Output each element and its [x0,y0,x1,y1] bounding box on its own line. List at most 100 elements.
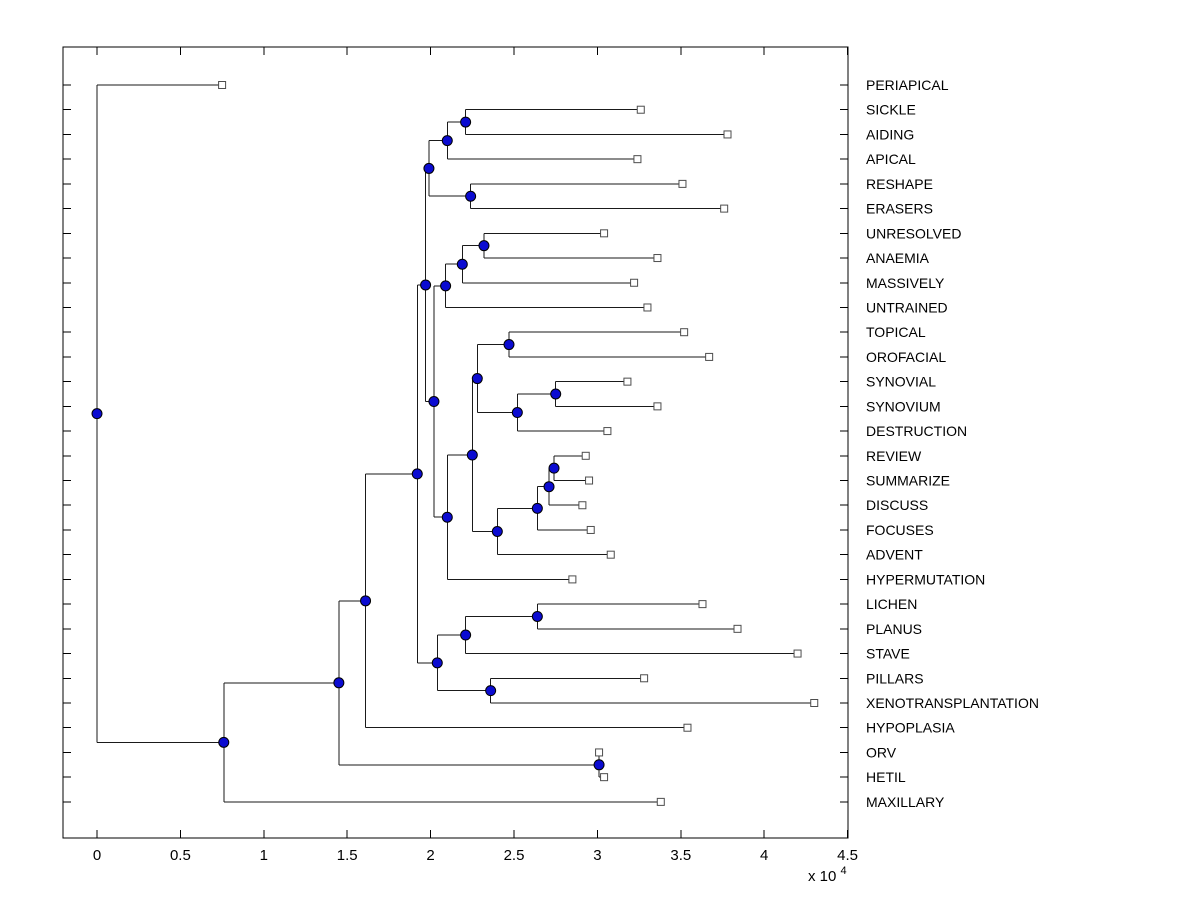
leaf-label: OROFACIAL [866,349,946,365]
leaf-node-marker[interactable] [683,723,692,732]
internal-node-marker[interactable] [456,258,468,270]
leaf-node-marker[interactable] [585,476,594,485]
internal-node-marker[interactable] [420,279,432,291]
leaf-label: SYNOVIUM [866,398,941,414]
internal-node-marker[interactable] [471,373,483,385]
leaf-node-marker[interactable] [581,451,590,460]
leaf-label: STAVE [866,646,910,662]
leaf-label: SICKLE [866,102,916,118]
internal-node-marker[interactable] [503,339,515,351]
x-tick-label: 1.5 [337,847,358,864]
internal-node-marker[interactable] [218,736,230,748]
leaf-node-marker[interactable] [578,501,587,510]
leaf-label: TOPICAL [866,324,926,340]
x-tick-label: 3 [593,847,601,864]
leaf-label: UNTRAINED [866,299,948,315]
internal-node-marker[interactable] [431,657,443,669]
leaf-label: SYNOVIAL [866,374,936,390]
internal-node-marker[interactable] [511,407,523,419]
leaf-label: FOCUSES [866,522,934,538]
leaf-node-marker[interactable] [680,328,689,337]
x-tick-label: 4 [760,847,768,864]
internal-node-marker[interactable] [531,502,543,514]
x-tick-label: 3.5 [670,847,691,864]
leaf-node-marker[interactable] [603,427,612,436]
internal-node-marker[interactable] [543,481,555,493]
x-tick-label: 0.5 [170,847,191,864]
internal-node-marker[interactable] [411,468,423,480]
leaf-label: REVIEW [866,448,922,464]
internal-node-marker[interactable] [441,135,453,147]
internal-node-marker[interactable] [423,162,435,174]
internal-node-marker[interactable] [440,280,452,292]
internal-node-marker[interactable] [550,388,562,400]
leaf-label: DISCUSS [866,497,928,513]
leaf-node-marker[interactable] [733,624,742,633]
leaf-label: AIDING [866,126,914,142]
leaf-node-marker[interactable] [678,179,687,188]
leaf-label: ANAEMIA [866,250,930,266]
leaf-node-marker[interactable] [810,699,819,707]
leaf-label: APICAL [866,151,916,167]
leaf-node-marker[interactable] [586,525,595,534]
leaf-node-marker[interactable] [606,550,615,559]
leaf-node-marker[interactable] [640,674,649,683]
leaf-node-marker[interactable] [636,105,645,114]
leaf-node-marker[interactable] [656,797,665,806]
leaf-label: PLANUS [866,621,922,637]
internal-node-marker[interactable] [441,511,453,523]
leaf-label: PILLARS [866,670,924,686]
leaf-node-marker[interactable] [793,649,802,658]
leaf-node-marker[interactable] [633,155,642,164]
internal-node-marker[interactable] [491,526,503,538]
leaf-node-marker[interactable] [720,204,729,213]
internal-node-marker[interactable] [466,449,478,461]
leaf-label: RESHAPE [866,176,933,192]
leaf-node-marker[interactable] [698,600,707,609]
internal-node-marker[interactable] [485,685,497,697]
x-tick-label: 4.5 [837,847,858,864]
internal-node-marker[interactable] [333,677,345,689]
leaf-node-marker[interactable] [653,254,662,263]
leaf-node-marker[interactable] [630,278,639,287]
leaf-node-marker[interactable] [600,229,609,238]
leaf-label: HETIL [866,769,906,785]
internal-node-marker[interactable] [428,396,440,408]
internal-node-marker[interactable] [360,595,372,607]
axes-box [62,46,849,839]
internal-node-marker[interactable] [548,462,560,474]
leaf-label: MASSIVELY [866,275,945,291]
leaf-label: PERIAPICAL [866,77,949,93]
internal-node-marker[interactable] [460,116,472,128]
leaf-node-marker[interactable] [218,81,227,89]
leaf-node-marker[interactable] [643,303,652,312]
leaf-label: ADVENT [866,547,923,563]
internal-node-marker[interactable] [465,190,477,202]
internal-node-marker[interactable] [478,240,490,252]
leaf-label: MAXILLARY [866,794,945,810]
leaf-label: DESTRUCTION [866,423,967,439]
leaf-node-marker[interactable] [600,773,609,782]
leaf-node-marker[interactable] [723,130,732,139]
leaf-label: HYPOPLASIA [866,720,955,736]
leaf-node-marker[interactable] [653,402,662,411]
leaf-label: XENOTRANSPLANTATION [866,695,1039,711]
leaf-node-marker[interactable] [705,352,714,361]
internal-node-marker[interactable] [91,408,103,420]
leaf-label: SUMMARIZE [866,473,950,489]
leaf-node-marker[interactable] [595,748,604,757]
leaf-node-marker[interactable] [623,377,632,386]
x-axis-multiplier-label: x 10 4 [808,865,847,885]
leaf-label: UNRESOLVED [866,225,961,241]
leaf-label: LICHEN [866,596,917,612]
leaf-label: ORV [866,744,897,760]
internal-node-marker[interactable] [531,610,543,622]
leaf-node-marker[interactable] [568,575,577,584]
internal-node-marker[interactable] [460,629,472,641]
x-tick-label: 2 [426,847,434,864]
leaf-label: HYPERMUTATION [866,571,985,587]
internal-node-marker[interactable] [593,759,605,771]
x-tick-label: 2.5 [504,847,525,864]
